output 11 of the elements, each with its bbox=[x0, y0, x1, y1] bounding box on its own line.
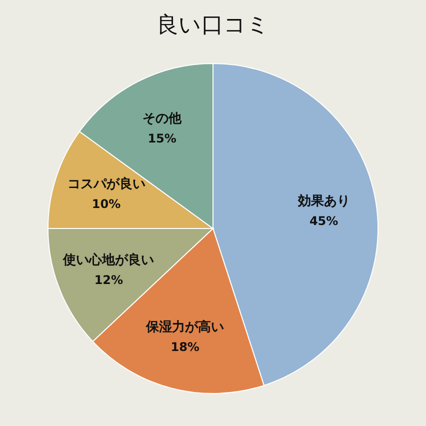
slice-label: 効果あり bbox=[296, 192, 350, 209]
chart-title: 良い口コミ bbox=[156, 13, 270, 38]
slice-label: コスパが良い bbox=[67, 176, 146, 192]
data-label: 12% bbox=[94, 272, 124, 287]
slice-label: その他 bbox=[142, 112, 183, 127]
data-label: 18% bbox=[170, 340, 200, 354]
data-label: 15% bbox=[148, 132, 176, 146]
data-label: 45% bbox=[309, 214, 338, 228]
slice-label: 保湿力が高い bbox=[145, 319, 224, 336]
slice-label: 使い心地が良い bbox=[62, 252, 154, 268]
data-label: 10% bbox=[92, 196, 121, 211]
